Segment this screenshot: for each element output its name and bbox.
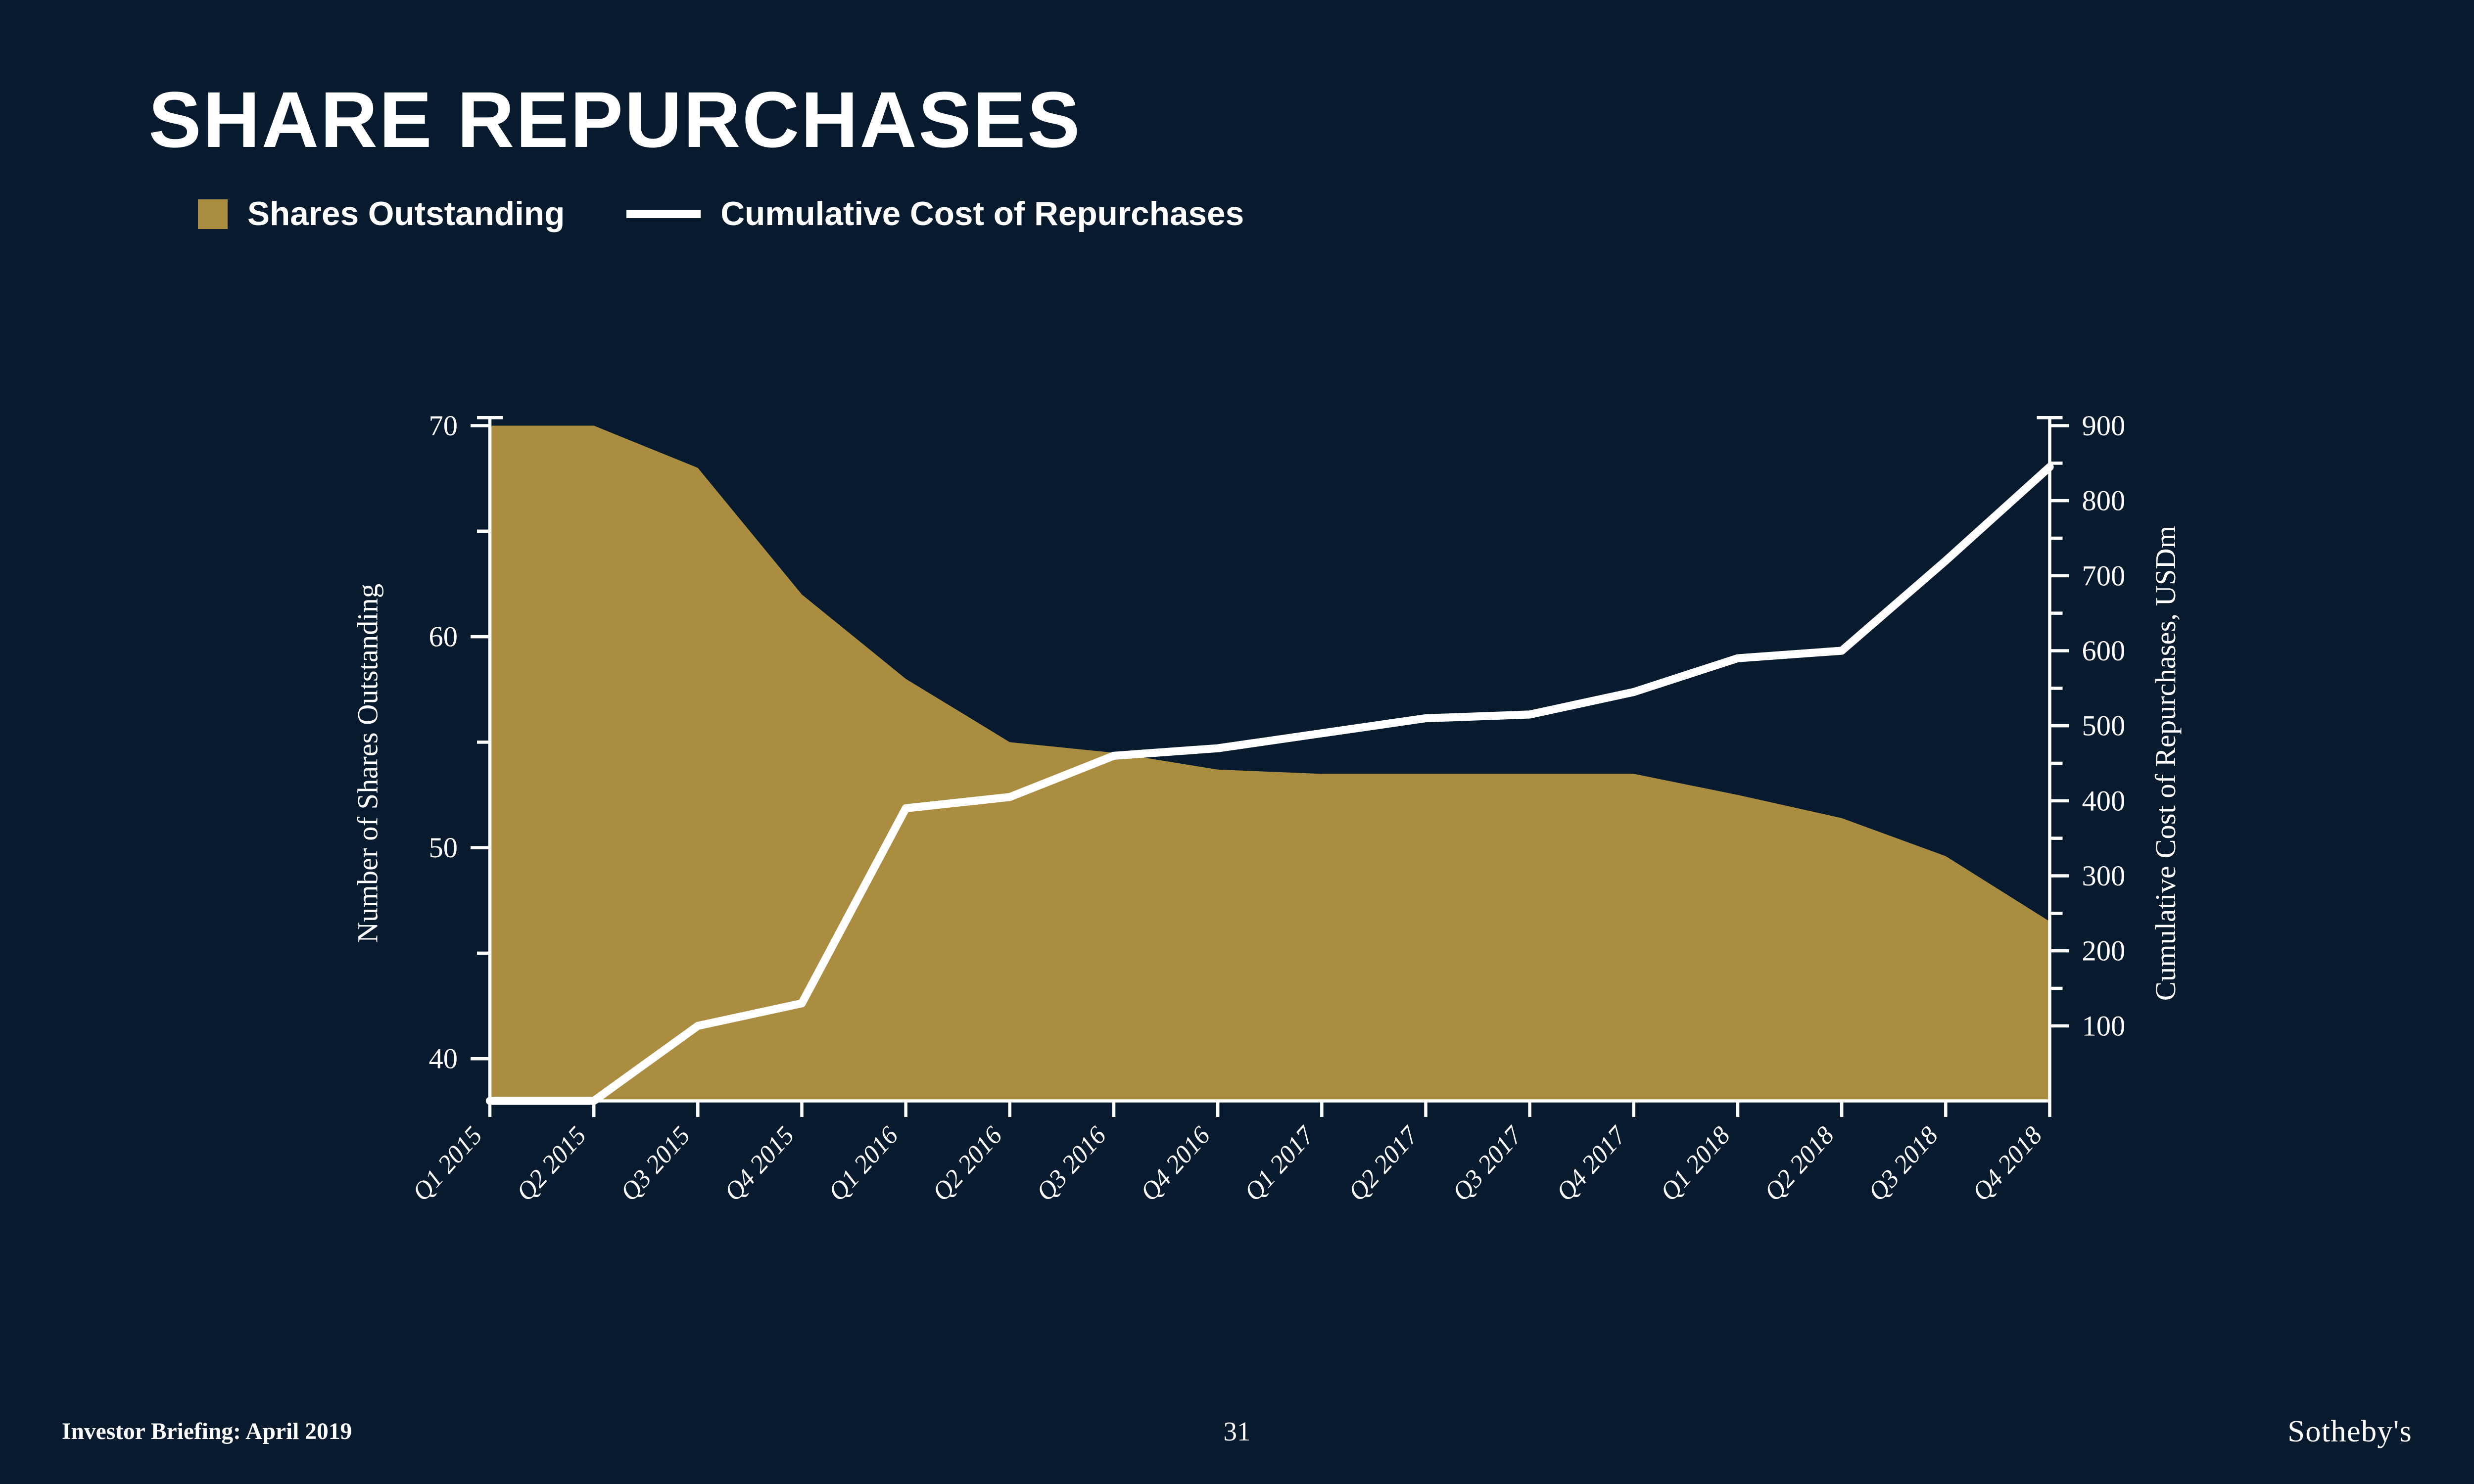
x-tick-label: Q3 2017 xyxy=(1447,1120,1528,1206)
x-tick-label: Q3 2018 xyxy=(1863,1121,1944,1206)
y2-tick-label: 400 xyxy=(2082,785,2126,817)
y1-tick-label: 50 xyxy=(429,832,458,864)
y2-tick-label: 300 xyxy=(2082,860,2126,892)
legend-label-cost: Cumulative Cost of Repurchases xyxy=(720,195,1244,233)
y2-tick-label: 200 xyxy=(2082,935,2126,967)
legend-swatch-line xyxy=(626,210,701,219)
y2-tick-label: 100 xyxy=(2082,1010,2126,1042)
x-tick-label: Q2 2016 xyxy=(927,1121,1008,1206)
page-title: SHARE REPURCHASES xyxy=(148,74,2326,165)
x-tick-label: Q2 2015 xyxy=(511,1121,592,1206)
x-tick-label: Q1 2017 xyxy=(1239,1120,1321,1206)
x-tick-label: Q3 2016 xyxy=(1031,1121,1112,1206)
footer-briefing-label: Investor Briefing: April 2019 xyxy=(62,1418,352,1445)
legend-item-cost: Cumulative Cost of Repurchases xyxy=(626,195,1244,233)
y2-tick-label: 600 xyxy=(2082,635,2126,667)
y2-tick-label: 800 xyxy=(2082,485,2126,517)
legend-swatch-area xyxy=(198,199,228,229)
chart-legend: Shares Outstanding Cumulative Cost of Re… xyxy=(198,195,2326,233)
slide-footer: Investor Briefing: April 2019 31 Sotheby… xyxy=(0,1413,2474,1449)
y1-tick-label: 40 xyxy=(429,1043,458,1075)
y1-axis-label: Number of Shares Outstanding xyxy=(352,584,384,943)
x-tick-label: Q4 2016 xyxy=(1135,1121,1216,1206)
slide: SHARE REPURCHASES Shares Outstanding Cum… xyxy=(0,0,2474,1484)
area-shares xyxy=(490,426,2050,1101)
chart-container: 40 50 60 70 Number of Shares Outstanding 100 2… xyxy=(297,270,2227,1385)
x-tick-label: Q1 2015 xyxy=(407,1121,488,1206)
y2-tick-label: 700 xyxy=(2082,559,2126,592)
y2-tick-label: 900 xyxy=(2082,410,2126,442)
legend-item-shares: Shares Outstanding xyxy=(198,195,565,233)
brand-logo: Sotheby's xyxy=(2287,1413,2412,1449)
x-tick-label: Q1 2016 xyxy=(823,1121,904,1206)
x-tick-label: Q3 2015 xyxy=(615,1121,696,1206)
page-number: 31 xyxy=(1224,1416,1251,1447)
y1-tick-label: 60 xyxy=(429,621,458,653)
x-tick-label: Q2 2017 xyxy=(1343,1120,1425,1206)
y1-tick-label: 70 xyxy=(429,410,458,442)
y2-tick-label: 500 xyxy=(2082,710,2126,742)
share-repurchase-chart: 40 50 60 70 Number of Shares Outstanding 100 2… xyxy=(297,270,2227,1385)
x-tick-label: Q1 2018 xyxy=(1655,1121,1736,1206)
legend-label-shares: Shares Outstanding xyxy=(247,195,565,233)
x-tick-label: Q4 2017 xyxy=(1551,1120,1633,1206)
x-tick-label: Q4 2015 xyxy=(719,1121,800,1206)
y2-axis-label: Cumulative Cost of Repurchases, USDm xyxy=(2149,526,2182,1001)
x-tick-label: Q2 2018 xyxy=(1759,1121,1840,1206)
x-tick-label: Q4 2018 xyxy=(1967,1121,2047,1206)
